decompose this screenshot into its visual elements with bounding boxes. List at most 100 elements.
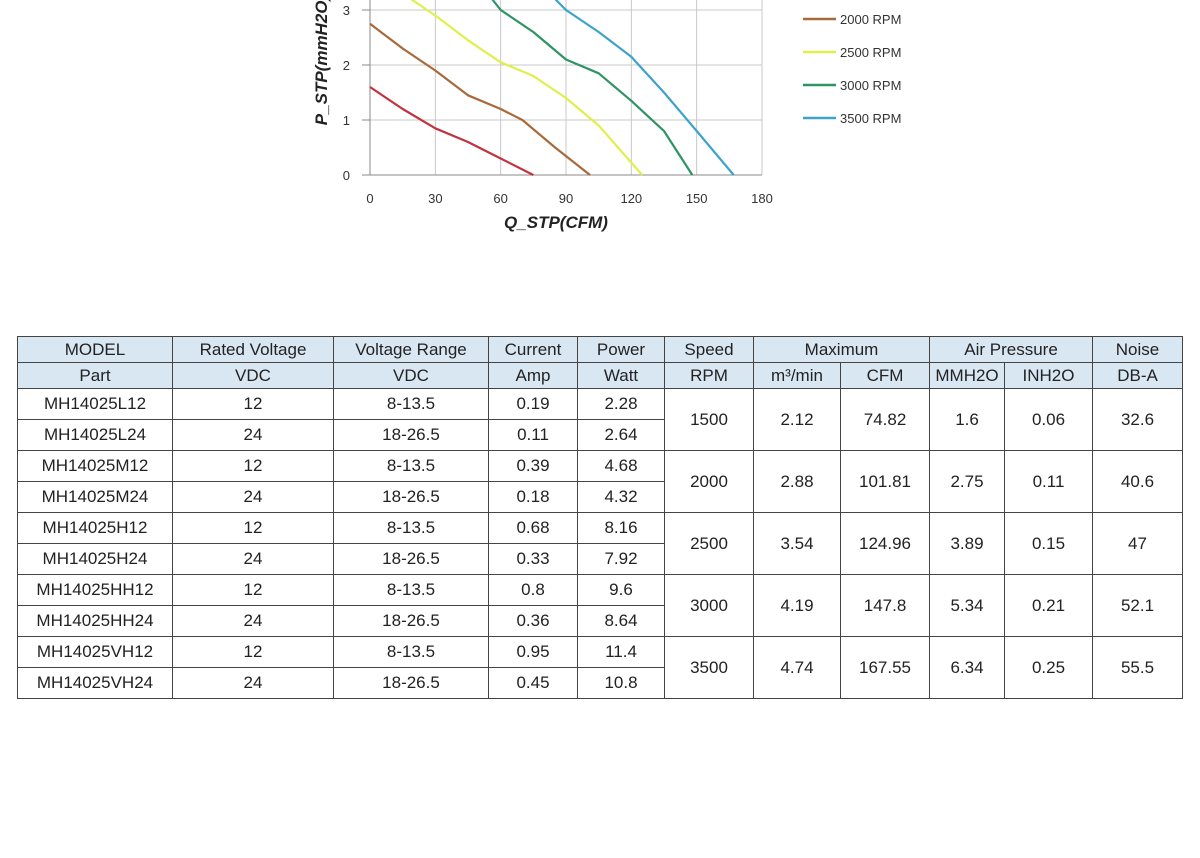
cfm-cell: 101.81 — [839, 450, 931, 513]
power-cell: 10.8 — [577, 667, 665, 699]
cfm-cell: 147.8 — [839, 574, 931, 637]
speed-cell: 2500 — [664, 512, 754, 575]
rated-voltage-cell: 24 — [172, 419, 334, 451]
inh2o-cell: 0.15 — [1004, 512, 1094, 575]
table-row: MH14025VH12 12 8-13.5 0.95 11.4 3500 4.74 167.5… — [17, 636, 1184, 699]
power-cell: 8.16 — [577, 512, 665, 544]
header-rpm: RPM — [664, 362, 754, 389]
m3min-cell: 2.88 — [753, 450, 841, 513]
legend-label: 2000 RPM — [840, 12, 901, 27]
rated-voltage-cell: 24 — [172, 543, 334, 575]
header-inh2o: INH2O — [1004, 362, 1094, 389]
legend-label: 2500 RPM — [840, 45, 901, 60]
mmh2o-cell: 5.34 — [929, 574, 1006, 637]
voltage-range-cell: 18-26.5 — [333, 667, 489, 699]
x-tick-label: 0 — [366, 191, 373, 206]
part-cell: MH14025H24 — [17, 543, 173, 575]
part-cell: MH14025HH12 — [17, 574, 173, 606]
rated-voltage-cell: 12 — [172, 388, 334, 420]
m3min-cell: 4.19 — [753, 574, 841, 637]
current-cell: 0.8 — [488, 574, 578, 606]
x-tick-label: 120 — [620, 191, 642, 206]
y-tick-label: 2 — [343, 58, 350, 73]
current-cell: 0.33 — [488, 543, 578, 575]
series-line-3500-rpm — [554, 0, 735, 176]
m3min-cell: 4.74 — [753, 636, 841, 699]
x-tick-label: 30 — [428, 191, 442, 206]
current-cell: 0.36 — [488, 605, 578, 637]
y-tick-label: 3 — [343, 3, 350, 18]
series-line-2000-rpm — [369, 22, 591, 176]
header-part: Part — [17, 362, 173, 389]
table-row: MH14025M24 24 18-26.5 0.18 4.32 — [17, 481, 1183, 513]
table-row: MH14025HH12 12 8-13.5 0.8 9.6 3000 4.19 147.8 5.… — [17, 574, 1184, 637]
header-vdc-range: VDC — [333, 362, 489, 389]
x-tick-label: 60 — [493, 191, 507, 206]
power-cell: 2.28 — [577, 388, 665, 420]
voltage-range-cell: 8-13.5 — [333, 636, 489, 668]
speed-cell: 1500 — [664, 388, 754, 451]
voltage-range-cell: 18-26.5 — [333, 605, 489, 637]
voltage-range-cell: 8-13.5 — [333, 574, 489, 606]
power-cell: 4.32 — [577, 481, 665, 513]
cfm-cell: 124.96 — [839, 512, 931, 575]
current-cell: 0.95 — [488, 636, 578, 668]
header-watt: Watt — [577, 362, 665, 389]
header-vdc-rated: VDC — [172, 362, 334, 389]
header-mmh2o: MMH2O — [929, 362, 1006, 389]
voltage-range-cell: 18-26.5 — [333, 543, 489, 575]
table-row: MH14025H12 12 8-13.5 0.68 8.16 2500 3.54 124.96… — [17, 512, 1184, 575]
part-cell: MH14025L12 — [17, 388, 173, 420]
legend-label: 3000 RPM — [840, 78, 901, 93]
header-cfm: CFM — [839, 362, 931, 389]
noise-cell: 47 — [1092, 512, 1184, 575]
rated-voltage-cell: 24 — [172, 667, 334, 699]
header-maximum: Maximum — [752, 336, 931, 363]
mmh2o-cell: 2.75 — [929, 450, 1006, 513]
header-power: Power — [577, 336, 665, 363]
table-row: MH14025L12 12 8-13.5 0.19 2.28 1500 2.12 74.82 1… — [17, 388, 1184, 451]
noise-cell: 52.1 — [1092, 574, 1184, 637]
rated-voltage-cell: 24 — [172, 605, 334, 637]
part-cell: MH14025VH12 — [17, 636, 173, 668]
table-row: MH14025VH24 24 18-26.5 0.45 10.8 — [17, 667, 1183, 699]
x-tick-label: 90 — [559, 191, 573, 206]
y-tick-label: 0 — [343, 168, 350, 183]
series-line-3000-rpm — [491, 0, 694, 176]
chart-svg: 0 30 60 90 120 150 180 0 1 2 3 Q_STP(CFM) P_STP(mmH2… — [312, 0, 901, 232]
part-cell: MH14025M12 — [17, 450, 173, 482]
header-speed: Speed — [664, 336, 754, 363]
power-cell: 9.6 — [577, 574, 665, 606]
pq-curve-chart: 0 30 60 90 120 150 180 0 1 2 3 Q_STP(CFM) P_STP(mmH2… — [0, 0, 1200, 260]
current-cell: 0.68 — [488, 512, 578, 544]
rated-voltage-cell: 12 — [172, 574, 334, 606]
x-tick-label: 150 — [686, 191, 708, 206]
table-row: MH14025HH24 24 18-26.5 0.36 8.64 — [17, 605, 1183, 637]
cfm-cell: 74.82 — [839, 388, 931, 451]
speed-cell: 3500 — [664, 636, 754, 699]
rated-voltage-cell: 12 — [172, 512, 334, 544]
part-cell: MH14025M24 — [17, 481, 173, 513]
y-axis-title: P_STP(mmH2O) — [312, 0, 331, 125]
noise-cell: 32.6 — [1092, 388, 1184, 451]
header-model: MODEL — [17, 336, 173, 363]
header-amp: Amp — [488, 362, 578, 389]
series-line-2500-rpm — [410, 0, 644, 176]
current-cell: 0.39 — [488, 450, 578, 482]
table-row: MH14025M12 12 8-13.5 0.39 4.68 2000 2.88 101.81… — [17, 450, 1184, 513]
mmh2o-cell: 6.34 — [929, 636, 1006, 699]
inh2o-cell: 0.11 — [1004, 450, 1094, 513]
cfm-cell: 167.55 — [839, 636, 931, 699]
current-cell: 0.45 — [488, 667, 578, 699]
m3min-cell: 2.12 — [753, 388, 841, 451]
speed-cell: 3000 — [664, 574, 754, 637]
header-voltage-range: Voltage Range — [333, 336, 489, 363]
voltage-range-cell: 18-26.5 — [333, 481, 489, 513]
x-axis-title: Q_STP(CFM) — [504, 213, 608, 232]
current-cell: 0.11 — [488, 419, 578, 451]
noise-cell: 40.6 — [1092, 450, 1184, 513]
rated-voltage-cell: 12 — [172, 450, 334, 482]
spec-table: MODEL Rated Voltage Voltage Range Curren… — [17, 336, 1184, 699]
speed-cell: 2000 — [664, 450, 754, 513]
header-m3min: m³/min — [753, 362, 841, 389]
